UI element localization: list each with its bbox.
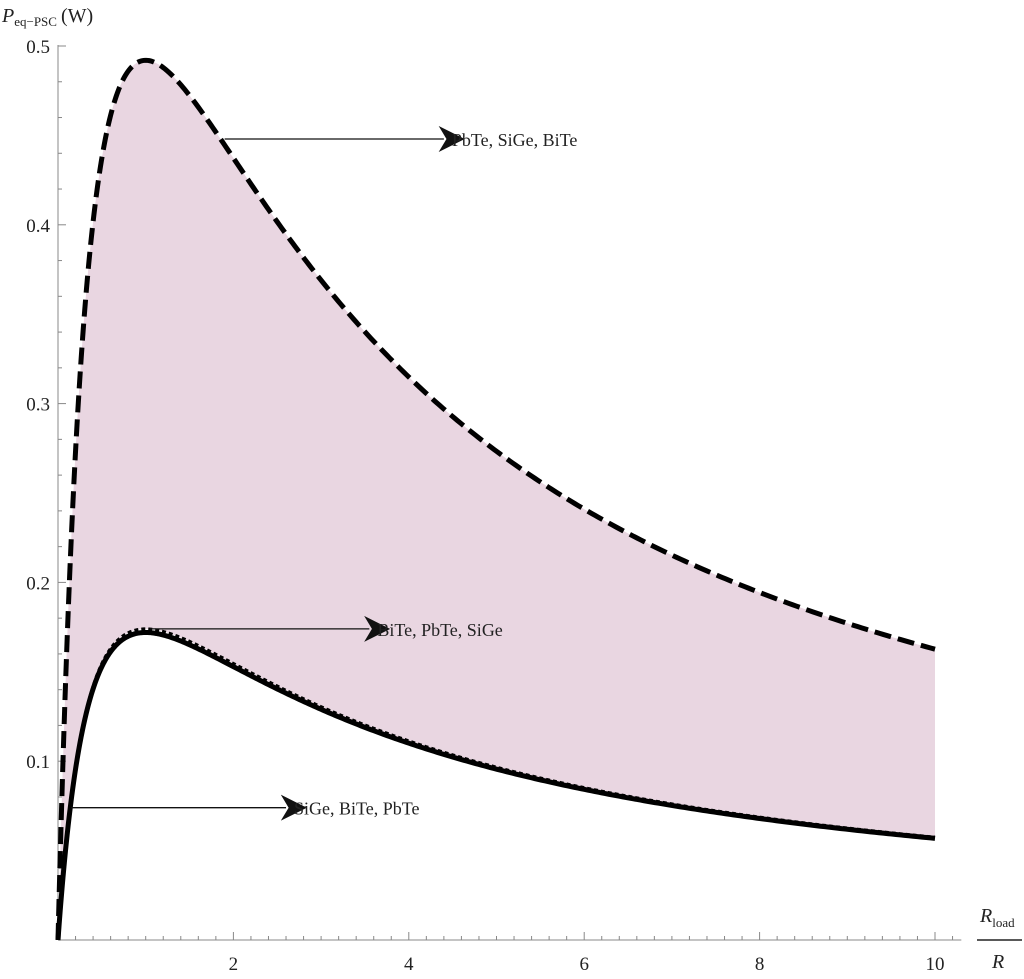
x-tick-label: 6 xyxy=(579,954,589,974)
y-tick-label: 0.4 xyxy=(26,216,50,237)
y-tick-label: 0.2 xyxy=(26,573,50,594)
y-tick-label: 0.1 xyxy=(26,752,50,773)
x-tick-label: 2 xyxy=(229,954,239,974)
annotation-label: SiGe, BiTe, PbTe xyxy=(294,799,419,819)
series-dashed-line xyxy=(55,57,936,941)
x-tick-label: 10 xyxy=(926,954,945,974)
y-tick-label: 0.3 xyxy=(26,395,50,416)
x-tick-label: 4 xyxy=(404,954,414,974)
y-axis-label: Peq−PSC (W) xyxy=(1,5,93,29)
x-axis-label-denominator: R xyxy=(991,951,1004,973)
y-tick-label: 0.5 xyxy=(26,37,50,58)
x-axis-label-numerator: Rload xyxy=(979,905,1015,930)
x-tick-label: 8 xyxy=(755,954,765,974)
annotation-label: PbTe, SiGe, BiTe xyxy=(452,130,577,150)
annotation-label: BiTe, PbTe, SiGe xyxy=(377,620,502,640)
series-dotted-line xyxy=(56,627,936,941)
shaded-region xyxy=(58,60,935,940)
